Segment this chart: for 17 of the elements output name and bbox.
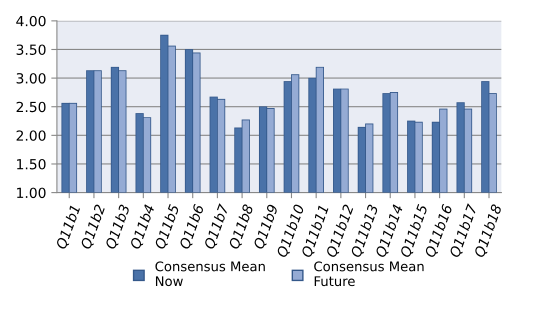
x-tick-label: Q11b3 <box>104 204 132 250</box>
y-tick-label: 3.00 <box>16 73 46 84</box>
x-tick-label: Q11b2 <box>80 204 107 250</box>
x-tick-label: Q11b5 <box>154 204 181 250</box>
x-tick-label: Q11b4 <box>129 204 156 250</box>
y-tick-label: 3.50 <box>16 44 46 55</box>
y-tick-label: 2.50 <box>16 102 46 112</box>
legend-label: Consensus Mean Future <box>314 261 424 286</box>
x-tick-label: Q11b7 <box>203 203 231 250</box>
legend-label: Consensus Mean Now <box>155 261 265 286</box>
x-tick-label: Q11b1 <box>55 204 82 250</box>
y-tick-label: 2.00 <box>16 130 46 141</box>
x-tick-label: Q11b6 <box>178 204 206 250</box>
y-tick-label: 1.00 <box>17 188 46 198</box>
y-tick-label: 4.00 <box>16 16 46 26</box>
x-tick-label: Q11b8 <box>228 204 256 250</box>
y-tick-label: 1.50 <box>17 158 46 170</box>
